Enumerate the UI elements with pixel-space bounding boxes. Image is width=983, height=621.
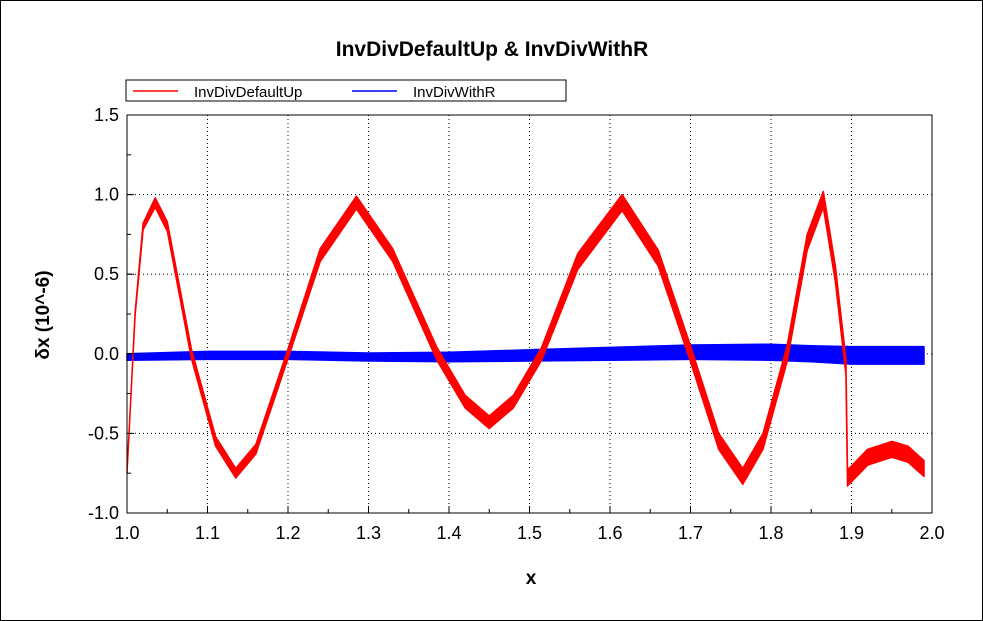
y-tick-label: 1.5 <box>94 105 119 125</box>
y-tick-label: 1.0 <box>94 185 119 205</box>
x-tick-label: 1.1 <box>195 523 220 543</box>
x-tick-label: 1.2 <box>275 523 300 543</box>
y-axis-label: δx (10^-6) <box>33 270 54 359</box>
x-tick-label: 2.0 <box>919 523 944 543</box>
chart-title: InvDivDefaultUp & InvDivWithR <box>336 38 649 61</box>
series-layer <box>126 190 925 487</box>
x-tick-label: 1.7 <box>678 523 703 543</box>
x-tick-label: 1.9 <box>839 523 864 543</box>
series-invdivwithr-band <box>126 343 925 365</box>
legend: InvDivDefaultUp InvDivWithR <box>125 79 567 102</box>
x-tick-label: 1.3 <box>356 523 381 543</box>
x-tick-label: 1.5 <box>517 523 542 543</box>
x-tick-label: 1.4 <box>436 523 461 543</box>
x-tick-label: 1.0 <box>114 523 139 543</box>
plot-area: 1.0 1.1 1.2 1.3 1.4 1.5 1.6 1.7 1.8 1.9 2.0 1.5 1.0 0… <box>88 105 945 543</box>
legend-label-invdivdefaultup: InvDivDefaultUp <box>194 84 302 101</box>
series-invdivdefaultup-band <box>126 190 925 487</box>
x-tick-label: 1.6 <box>597 523 622 543</box>
y-tick-label: -0.5 <box>88 423 119 443</box>
y-tick-label: 0.0 <box>94 344 119 364</box>
legend-box <box>125 79 567 102</box>
legend-label-invdivwithr: InvDivWithR <box>413 84 496 101</box>
x-tick-label: 1.8 <box>758 523 783 543</box>
y-tick-label: -1.0 <box>88 503 119 523</box>
x-axis-label: x <box>526 568 537 589</box>
y-tick-label: 0.5 <box>94 264 119 284</box>
tick-layer: 1.0 1.1 1.2 1.3 1.4 1.5 1.6 1.7 1.8 1.9 2.0 1.5 1.0 0… <box>88 105 945 543</box>
